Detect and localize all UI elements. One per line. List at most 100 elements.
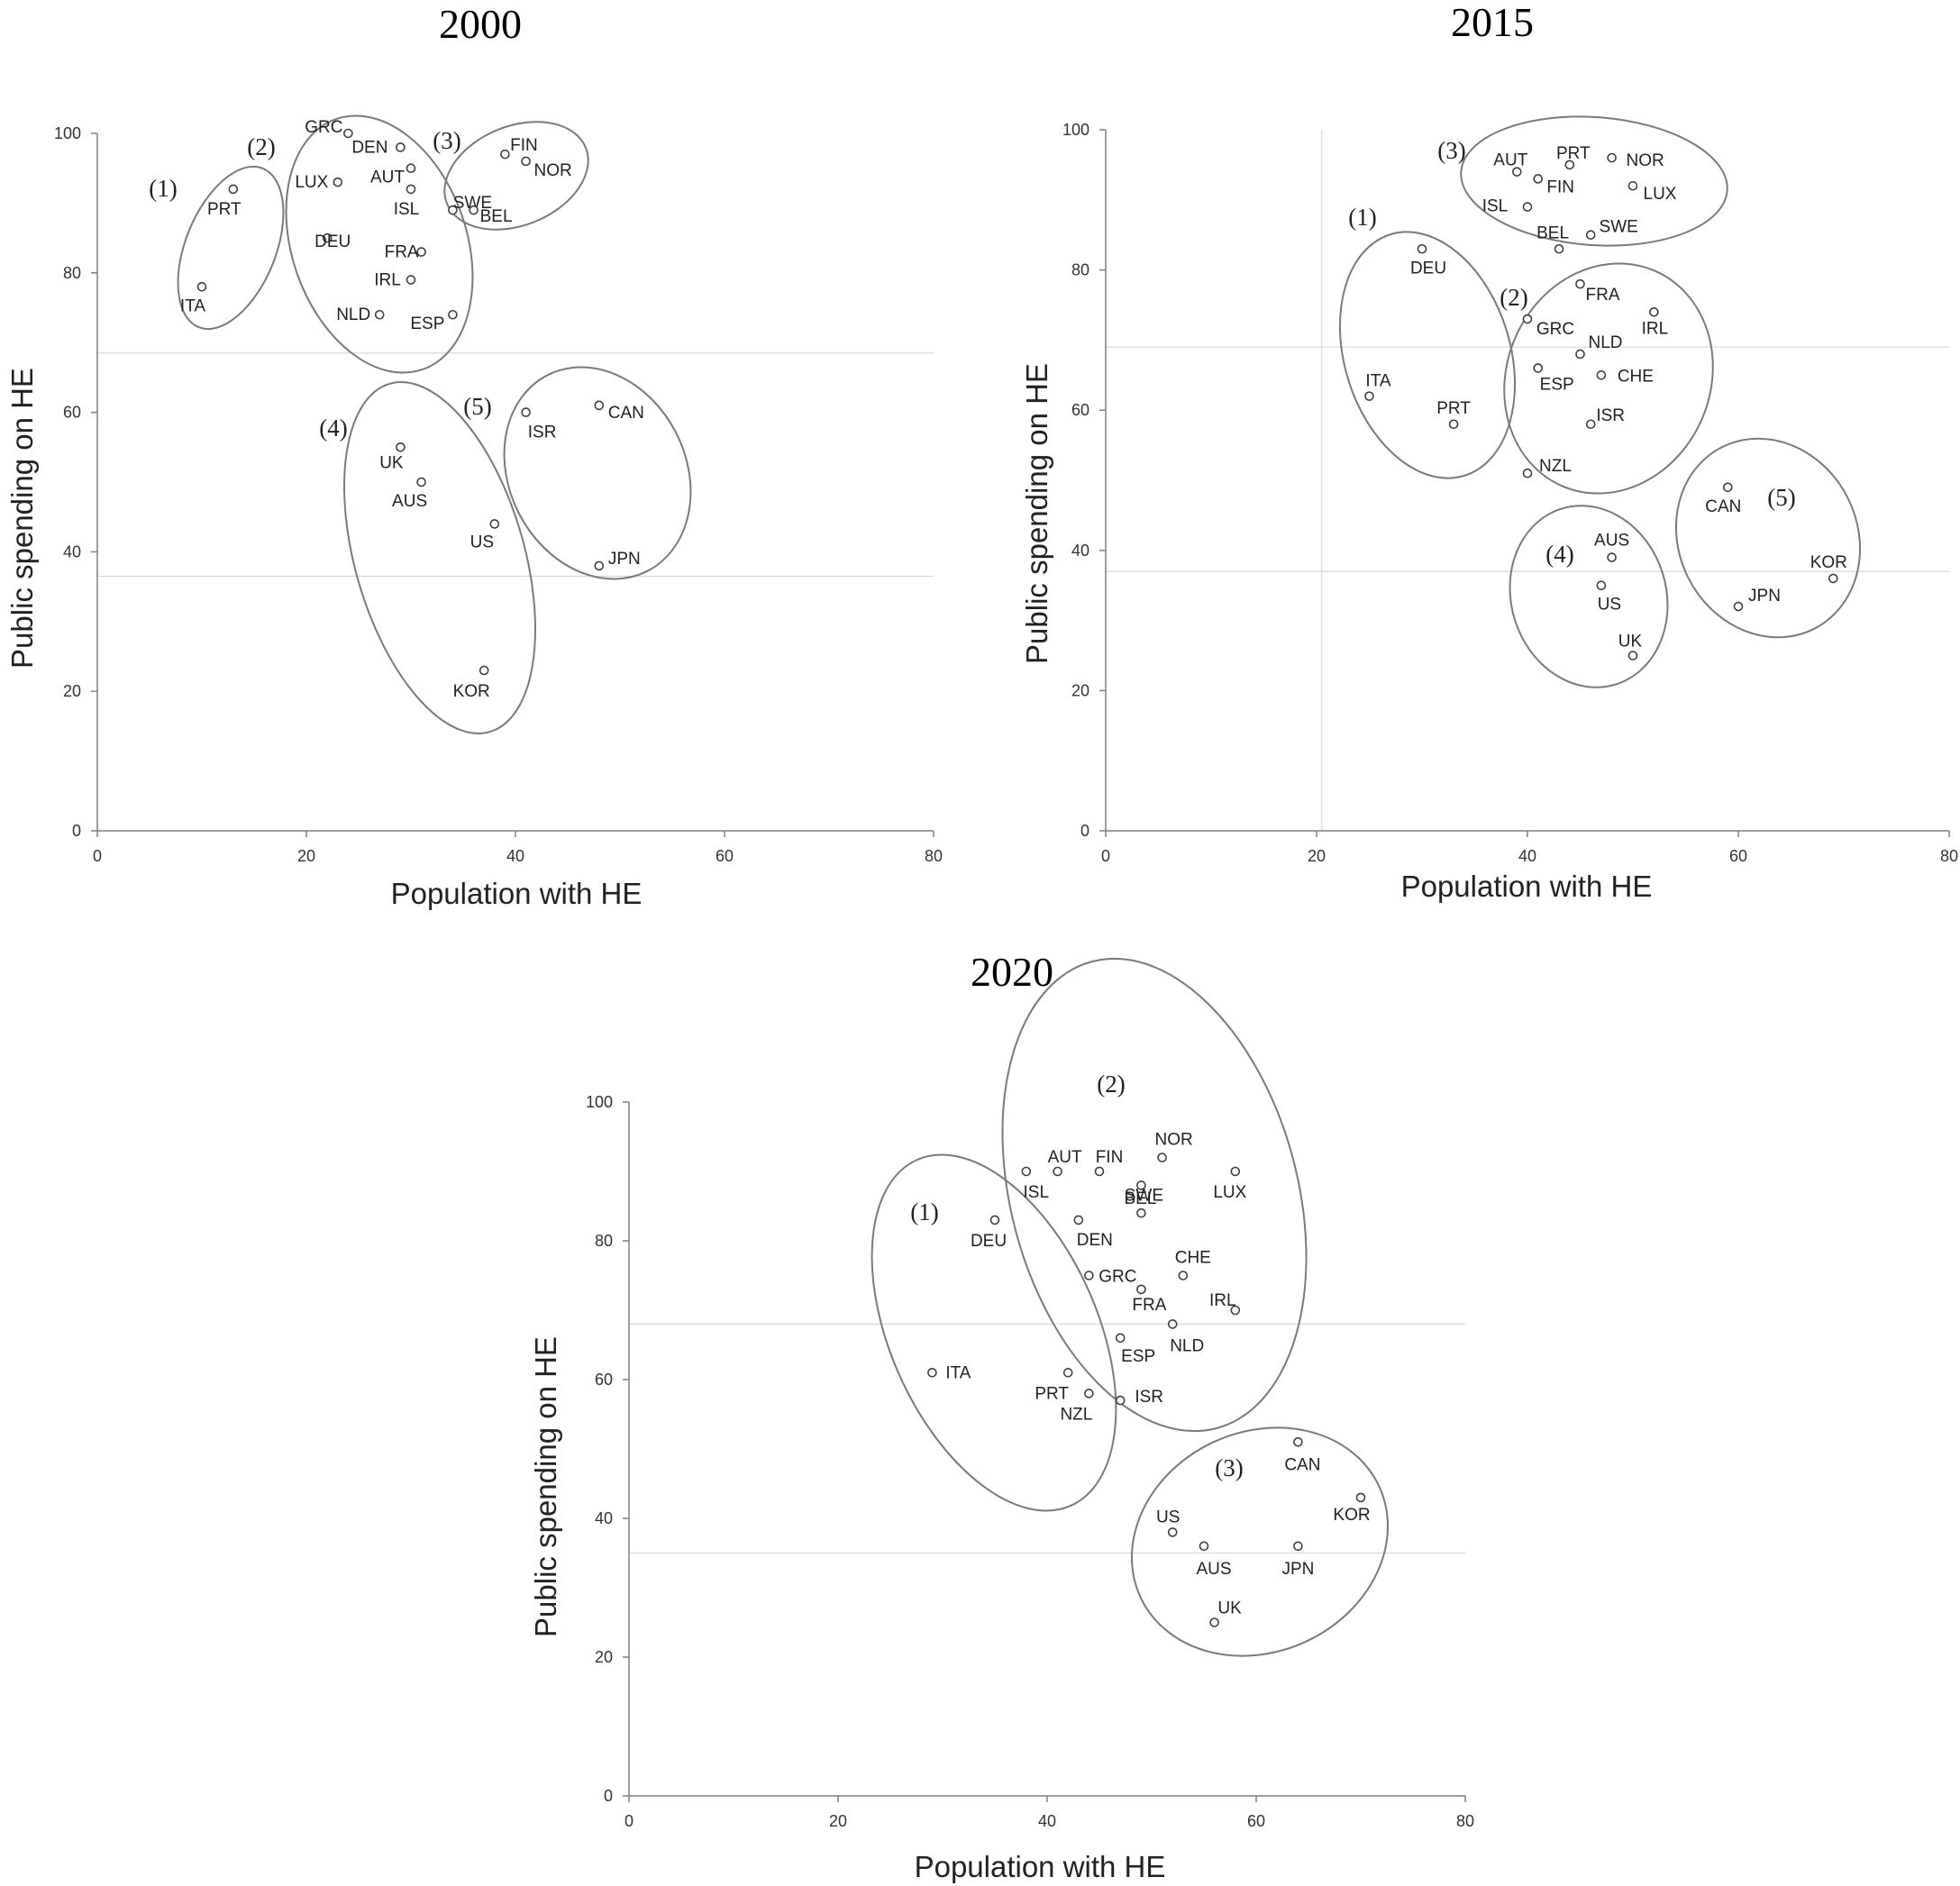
- data-point: [1364, 391, 1374, 401]
- data-point: [1533, 174, 1543, 184]
- data-point-label: GRC: [1536, 320, 1574, 339]
- data-point-label: NOR: [533, 161, 571, 180]
- data-point: [1585, 230, 1596, 241]
- data-point-label: US: [470, 533, 494, 551]
- data-point-label: AUS: [1594, 532, 1629, 551]
- y-axis-title: Public spending on HE: [1020, 363, 1053, 664]
- data-point: [1522, 202, 1533, 212]
- y-tick-label: 0: [604, 1787, 613, 1805]
- data-point-label: GRC: [1099, 1268, 1136, 1287]
- data-point-label: ISR: [528, 424, 557, 442]
- cluster-ellipse: [1674, 437, 1862, 639]
- data-point: [1733, 601, 1744, 612]
- data-point: [448, 309, 458, 320]
- y-tick-label: 60: [1071, 401, 1089, 419]
- data-point-label: UK: [379, 453, 404, 472]
- y-tick-label: 20: [595, 1648, 613, 1666]
- x-tick-label: 0: [624, 1812, 634, 1830]
- x-tick-label: 20: [829, 1812, 847, 1830]
- data-point-label: IRL: [1642, 319, 1669, 338]
- data-point-label: KOR: [1333, 1506, 1370, 1525]
- data-point: [1094, 1166, 1105, 1177]
- data-point-label: DEN: [1077, 1231, 1113, 1250]
- x-axis-title: Population with HE: [391, 877, 643, 910]
- y-tick-label: 60: [595, 1371, 613, 1389]
- cluster-label: (2): [1500, 284, 1527, 311]
- data-point: [1230, 1166, 1241, 1177]
- cluster-label: (2): [247, 133, 275, 160]
- data-point: [228, 184, 239, 195]
- data-point-label: ISL: [1482, 197, 1509, 216]
- data-point: [1136, 1180, 1146, 1190]
- data-point-label: FIN: [1546, 178, 1574, 196]
- data-point: [1115, 1333, 1126, 1344]
- x-tick-label: 80: [1456, 1812, 1474, 1830]
- data-point-label: ISL: [1024, 1183, 1050, 1202]
- data-point-label: NLD: [1170, 1336, 1204, 1355]
- data-point: [1355, 1492, 1366, 1503]
- data-point: [1073, 1215, 1084, 1225]
- data-point: [927, 1368, 937, 1378]
- data-point-label: ESP: [410, 314, 444, 333]
- data-point: [1084, 1271, 1094, 1280]
- y-tick-label: 40: [1071, 542, 1089, 560]
- data-point: [1554, 243, 1564, 254]
- panel-title: 2000: [439, 1, 522, 47]
- plot-area: 0 20 40 60 80 0 20 40 60 80 100 (1) (2) (3) (4) (5) PRT I…: [54, 114, 943, 865]
- data-point: [196, 281, 207, 292]
- cluster-label: (2): [1097, 1071, 1125, 1098]
- data-point: [1136, 1284, 1146, 1295]
- y-tick-label: 100: [1062, 121, 1089, 139]
- data-point-label: SWE: [1125, 1186, 1163, 1205]
- x-tick-label: 0: [93, 847, 102, 865]
- y-tick-label: 80: [1071, 261, 1089, 279]
- data-point-label: ESP: [1121, 1347, 1155, 1366]
- data-point: [1199, 1541, 1209, 1552]
- data-point: [1157, 1153, 1167, 1162]
- y-axis-title: Public spending on HE: [5, 368, 39, 669]
- data-point-label: ESP: [1540, 376, 1574, 395]
- data-point-label: CHE: [1175, 1249, 1211, 1268]
- data-point-label: ISL: [394, 200, 420, 219]
- cluster-label: (1): [910, 1198, 938, 1225]
- data-point: [1607, 152, 1617, 163]
- cluster-label: (4): [1545, 541, 1573, 568]
- data-point-label: NLD: [336, 305, 370, 324]
- data-point: [374, 309, 385, 320]
- data-point-label: US: [1156, 1508, 1180, 1526]
- x-tick-label: 80: [1940, 847, 1958, 865]
- data-point: [396, 142, 406, 152]
- chart-panel-2015: 2015 Population with HE Public spending …: [1020, 0, 1958, 903]
- data-point: [1062, 1368, 1073, 1378]
- data-point-label: BEL: [480, 207, 513, 226]
- data-point: [406, 184, 416, 195]
- y-tick-label: 80: [63, 264, 81, 282]
- data-point: [1167, 1319, 1178, 1329]
- data-point-label: DEU: [1410, 259, 1446, 278]
- data-point: [594, 400, 605, 411]
- cluster-label: (3): [433, 127, 460, 154]
- data-point: [396, 442, 406, 452]
- data-point-label: IRL: [374, 271, 401, 290]
- cluster-label: (3): [1215, 1454, 1243, 1481]
- data-point: [1828, 573, 1838, 584]
- data-point: [1575, 278, 1585, 289]
- y-tick-label: 20: [63, 682, 81, 700]
- data-point: [1585, 419, 1596, 430]
- data-point: [1053, 1166, 1062, 1177]
- cluster-ellipse: [1001, 957, 1308, 1433]
- y-tick-label: 60: [63, 404, 81, 422]
- data-point: [448, 205, 458, 215]
- cluster-label: (3): [1437, 137, 1465, 164]
- data-point: [1522, 314, 1533, 324]
- data-point: [521, 407, 531, 417]
- data-point-label: CAN: [1705, 497, 1741, 516]
- cluster-label: (5): [463, 393, 491, 420]
- cluster-label: (1): [1348, 204, 1376, 231]
- data-point: [1512, 167, 1522, 177]
- x-tick-label: 0: [1101, 847, 1110, 865]
- data-point-label: KOR: [453, 682, 490, 701]
- x-tick-label: 20: [297, 847, 315, 865]
- data-point: [1596, 580, 1607, 591]
- data-point-label: BEL: [1536, 223, 1569, 242]
